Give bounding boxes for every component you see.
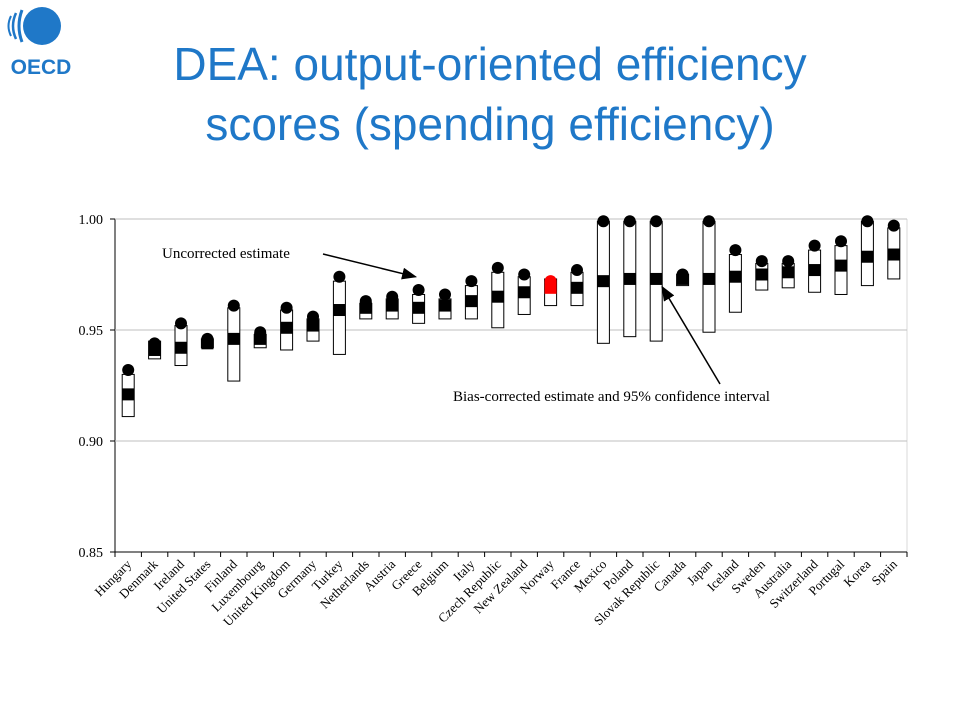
- bias-corrected-point: [518, 286, 531, 299]
- x-tick-label: Korea: [840, 556, 873, 589]
- bias-corrected-point: [571, 281, 583, 294]
- bias-corrected-point: [676, 272, 689, 285]
- annotation-arrow-uncorrected: [322, 253, 418, 280]
- x-tick-label: Spain: [868, 556, 900, 588]
- uncorrected-point: [491, 261, 504, 274]
- markers: [122, 215, 900, 401]
- uncorrected-point: [465, 275, 478, 288]
- bias-corrected-point: [782, 266, 795, 279]
- bias-corrected-point: [201, 337, 214, 350]
- uncorrected-point: [703, 215, 715, 228]
- bias-corrected-point: [544, 281, 557, 294]
- bias-corrected-point: [439, 299, 451, 312]
- bias-corrected-point: [465, 295, 478, 308]
- annotations: Uncorrected estimate Bias-corrected estim…: [162, 246, 770, 405]
- annotation-bias-corrected: Bias-corrected estimate and 95% confiden…: [453, 389, 770, 405]
- uncorrected-point: [782, 255, 795, 268]
- bias-corrected-point: [122, 388, 135, 401]
- uncorrected-point: [861, 215, 874, 228]
- bias-corrected-point: [254, 332, 267, 345]
- bias-corrected-point: [861, 250, 874, 263]
- uncorrected-point: [518, 268, 531, 281]
- bias-corrected-point: [808, 264, 821, 277]
- bias-corrected-point: [597, 275, 610, 288]
- title-line-2: scores (spending efficiency): [205, 98, 775, 150]
- uncorrected-point: [412, 284, 425, 297]
- uncorrected-point: [280, 301, 293, 314]
- bias-corrected-point: [887, 248, 900, 261]
- bias-corrected-point: [359, 301, 372, 314]
- oecd-logo: OECD: [7, 7, 72, 79]
- title-line-1: DEA: output-oriented efficiency: [173, 38, 807, 90]
- logo-text: OECD: [11, 56, 72, 79]
- ci-bar: [728, 254, 742, 313]
- bias-corrected-point: [729, 270, 742, 283]
- y-axis-ticks: 0.85 0.90 0.95 1.00: [79, 213, 104, 561]
- uncorrected-point: [650, 215, 663, 228]
- uncorrected-point: [755, 255, 768, 268]
- y-tick-label: 0.95: [79, 324, 104, 339]
- uncorrected-point: [175, 317, 187, 330]
- bias-corrected-point: [491, 290, 504, 303]
- y-tick-label: 0.90: [79, 435, 104, 450]
- uncorrected-point: [227, 299, 240, 312]
- uncorrected-point: [729, 244, 742, 257]
- uncorrected-point: [623, 215, 636, 228]
- y-tick-label: 1.00: [79, 213, 104, 228]
- bias-corrected-point: [703, 272, 715, 285]
- uncorrected-point: [571, 264, 583, 277]
- bias-corrected-point: [333, 304, 346, 317]
- annotation-uncorrected: Uncorrected estimate: [162, 246, 290, 262]
- uncorrected-point: [887, 219, 900, 232]
- slide-title: DEA: output-oriented efficiency scores (…: [90, 34, 890, 154]
- bias-corrected-point: [623, 272, 636, 285]
- bias-corrected-point: [386, 299, 399, 312]
- bias-corrected-point: [227, 332, 240, 345]
- annotation-arrow-bias-corrected: [661, 285, 721, 385]
- uncorrected-point: [439, 288, 451, 301]
- uncorrected-point: [597, 215, 610, 228]
- bias-corrected-point: [307, 319, 319, 332]
- grid-layer: [110, 218, 908, 557]
- bias-corrected-point: [755, 268, 768, 281]
- uncorrected-point: [835, 235, 847, 248]
- bias-corrected-point: [835, 259, 847, 272]
- uncorrected-point: [333, 270, 346, 283]
- bias-corrected-point: [412, 301, 425, 314]
- ci-bar: [332, 280, 346, 355]
- logo-globe: [23, 7, 61, 45]
- y-tick-label: 0.85: [79, 546, 104, 561]
- uncorrected-point: [122, 363, 135, 376]
- bias-corrected-point: [175, 341, 187, 354]
- bias-corrected-point: [280, 321, 293, 334]
- uncorrected-point: [808, 239, 821, 252]
- bias-corrected-point: [148, 343, 161, 356]
- bias-corrected-point: [650, 272, 663, 285]
